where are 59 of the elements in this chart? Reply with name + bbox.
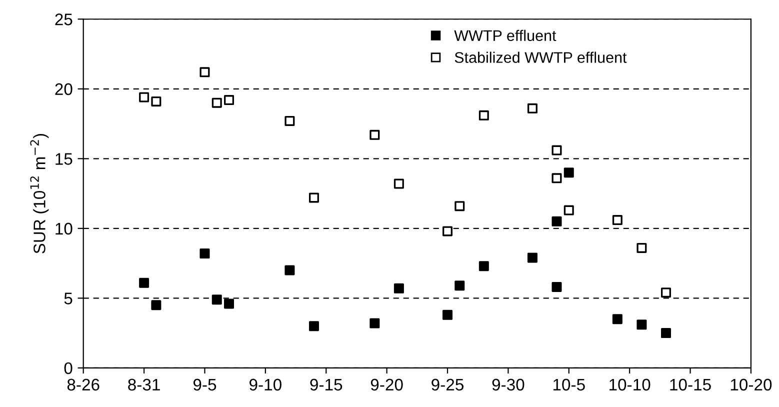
point [308, 321, 319, 332]
point [224, 95, 234, 106]
x-tick-label: 9-10 [250, 378, 282, 391]
x-tick-label: 10-20 [730, 378, 772, 391]
point [454, 280, 465, 291]
point [660, 328, 671, 338]
point [442, 226, 452, 236]
point [284, 265, 295, 276]
y-tick-label: 25 [55, 14, 72, 26]
point [151, 300, 162, 310]
x-tick-label: 9-25 [432, 378, 464, 391]
point [139, 278, 150, 288]
x-tick-label: 9-30 [492, 378, 524, 391]
point [442, 310, 452, 320]
point [212, 98, 222, 108]
point [200, 67, 210, 78]
point [394, 178, 404, 189]
point [370, 318, 380, 328]
point [224, 298, 234, 309]
point [284, 116, 295, 126]
point [308, 192, 319, 203]
legend-label: WWTP effluent [454, 30, 556, 42]
point [394, 283, 404, 294]
point [151, 96, 162, 106]
point [478, 110, 489, 120]
point [552, 216, 562, 226]
point [636, 320, 647, 330]
x-tick-label: 10-15 [670, 378, 711, 391]
point [527, 103, 538, 114]
y-tick-label: 10 [56, 222, 72, 235]
point [478, 261, 489, 272]
point [552, 282, 562, 292]
x-tick-label: 8-31 [128, 378, 160, 391]
y-tick-label: 0 [64, 362, 72, 374]
x-tick-label: 9-5 [193, 378, 216, 391]
y-tick-label: 20 [55, 83, 72, 96]
x-tick-label: 10-5 [553, 378, 585, 391]
point [564, 205, 574, 216]
point [636, 242, 647, 253]
y-tick-label: 15 [56, 153, 72, 165]
y-tick-label: 5 [64, 292, 72, 304]
x-tick-label: 9-15 [310, 378, 342, 391]
y-axis-title: SUR (10$^{12}$ m$^{−2}$) [30, 134, 49, 254]
point [212, 294, 222, 305]
point [612, 314, 622, 324]
point [527, 252, 538, 263]
x-tick-label: 10-10 [610, 378, 650, 391]
point [370, 130, 380, 140]
point [612, 215, 622, 226]
legend-label: Stabilized WWTP effluent [454, 52, 627, 63]
point [454, 201, 465, 212]
x-tick-label: 9-20 [370, 378, 403, 391]
point [564, 168, 574, 178]
point [139, 92, 150, 102]
point [200, 248, 210, 259]
point [660, 288, 671, 298]
x-tick-label: 8-26 [67, 378, 100, 391]
point [552, 145, 562, 156]
point [552, 173, 562, 184]
